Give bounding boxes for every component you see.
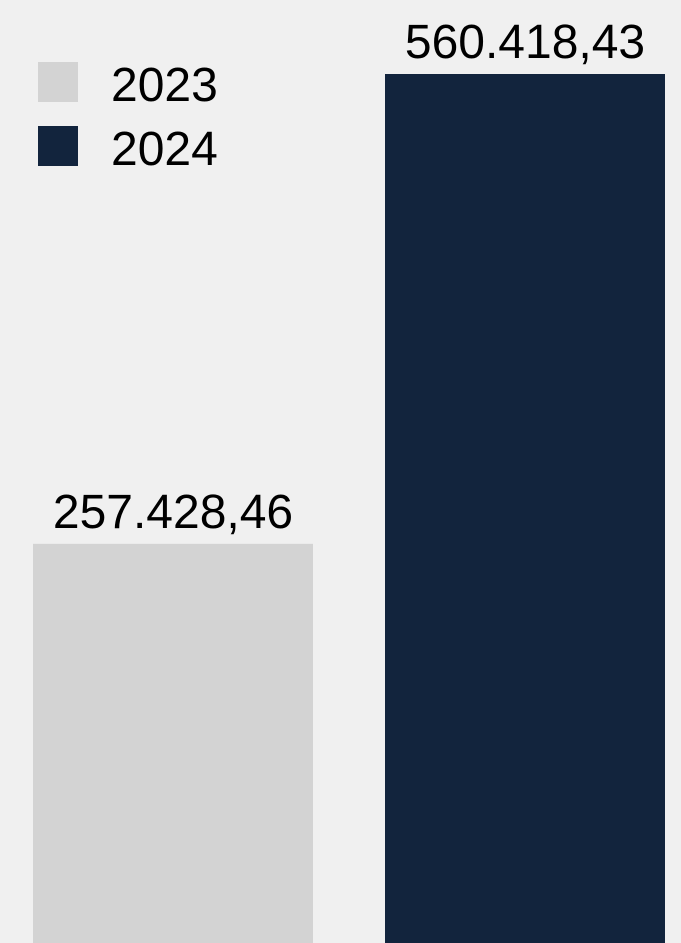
legend-label: 2024 <box>111 123 218 176</box>
legend-swatch <box>38 62 78 102</box>
legend-swatch <box>38 126 78 166</box>
bar <box>33 543 313 943</box>
data-label: 560.418,43 <box>405 16 645 69</box>
data-label: 257.428,46 <box>53 486 293 539</box>
bar <box>385 74 665 943</box>
legend-label: 2023 <box>111 59 218 112</box>
